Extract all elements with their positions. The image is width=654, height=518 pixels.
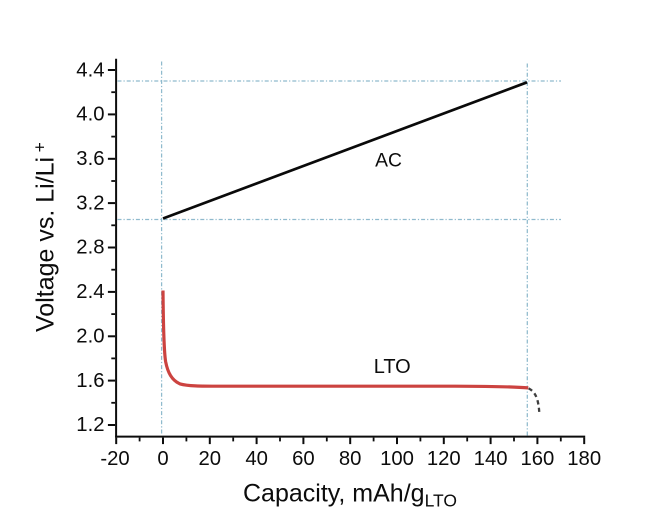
svg-text:160: 160 [520, 448, 554, 470]
svg-text:AC: AC [375, 150, 402, 171]
svg-text:1.6: 1.6 [76, 370, 104, 392]
svg-text:60: 60 [292, 448, 315, 470]
svg-text:120: 120 [427, 448, 461, 470]
svg-text:4.0: 4.0 [76, 104, 104, 126]
svg-text:0: 0 [157, 448, 168, 470]
svg-text:3.2: 3.2 [76, 192, 104, 214]
svg-text:3.6: 3.6 [76, 148, 104, 170]
svg-text:80: 80 [339, 448, 362, 470]
svg-text:20: 20 [199, 448, 222, 470]
svg-text:LTO: LTO [374, 356, 411, 378]
svg-text:2.4: 2.4 [76, 281, 104, 303]
svg-text:180: 180 [567, 448, 601, 470]
svg-text:2.0: 2.0 [76, 326, 104, 348]
svg-text:Capacity, mAh/gLTO: Capacity, mAh/gLTO [243, 479, 457, 510]
svg-text:4.4: 4.4 [76, 60, 104, 82]
svg-text:-20: -20 [100, 448, 129, 470]
svg-text:40: 40 [245, 448, 268, 470]
svg-text:140: 140 [474, 448, 508, 470]
svg-text:1.2: 1.2 [76, 414, 104, 436]
svg-text:2.8: 2.8 [76, 237, 104, 259]
svg-text:100: 100 [380, 448, 414, 470]
svg-text:Voltage vs. Li/Li+: Voltage vs. Li/Li+ [29, 142, 59, 332]
